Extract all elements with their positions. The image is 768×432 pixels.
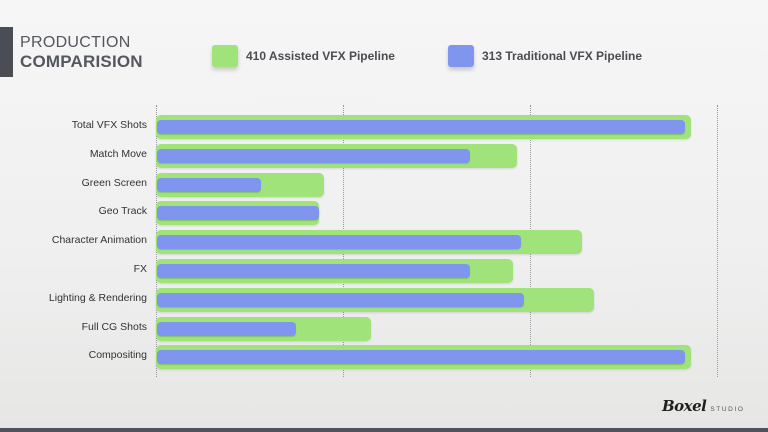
bar-traditional bbox=[157, 206, 319, 221]
chart-row: Match Move bbox=[0, 143, 768, 168]
chart-row: Geo Track bbox=[0, 201, 768, 226]
chart-row: Compositing bbox=[0, 345, 768, 370]
category-label: Geo Track bbox=[98, 205, 147, 218]
page-title: PRODUCTION COMPARISION bbox=[20, 33, 143, 71]
logo-suffix: STUDIO bbox=[710, 406, 745, 413]
legend-item-traditional: 313 Traditional VFX Pipeline bbox=[448, 45, 642, 67]
bar-traditional bbox=[157, 350, 686, 365]
title-accent-bar bbox=[0, 27, 13, 77]
category-label: Character Animation bbox=[51, 234, 147, 247]
legend-label-assisted: 410 Assisted VFX Pipeline bbox=[246, 49, 395, 63]
legend-label-traditional: 313 Traditional VFX Pipeline bbox=[482, 49, 643, 63]
gridline bbox=[717, 105, 718, 377]
legend-swatch-traditional bbox=[448, 45, 474, 67]
chart-row: Green Screen bbox=[0, 172, 768, 197]
legend-item-assisted: 410 Assisted VFX Pipeline bbox=[212, 45, 395, 67]
bar-traditional bbox=[157, 264, 471, 278]
chart-row: Character Animation bbox=[0, 230, 768, 255]
title-line-1: PRODUCTION bbox=[20, 34, 131, 51]
chart-row: Lighting & Rendering bbox=[0, 287, 768, 312]
chart-row: Total VFX Shots bbox=[0, 115, 768, 139]
category-label: FX bbox=[133, 263, 147, 275]
logo-script: Boxel bbox=[662, 397, 707, 415]
category-label: Total VFX Shots bbox=[71, 119, 147, 131]
chart-row: FX bbox=[0, 259, 768, 283]
bar-traditional bbox=[157, 177, 261, 192]
category-label: Match Move bbox=[89, 147, 147, 160]
bottom-strip bbox=[0, 428, 768, 432]
boxel-studio-logo: Boxel STUDIO bbox=[662, 397, 745, 415]
category-label: Green Screen bbox=[81, 176, 147, 189]
bar-traditional bbox=[157, 120, 686, 134]
legend-swatch-assisted bbox=[212, 45, 238, 67]
category-label: Lighting & Rendering bbox=[48, 291, 147, 304]
bar-chart: Total VFX Shots Match Move Green Screen Geo… bbox=[0, 105, 768, 380]
bar-traditional bbox=[157, 321, 297, 336]
chart-row: Full CG Shots bbox=[0, 316, 768, 341]
category-label: Compositing bbox=[88, 349, 147, 362]
bar-traditional bbox=[157, 235, 521, 250]
title-line-2: COMPARISION bbox=[20, 52, 143, 71]
bar-traditional bbox=[157, 292, 525, 307]
category-label: Full CG Shots bbox=[81, 320, 147, 333]
bar-traditional bbox=[157, 148, 471, 163]
